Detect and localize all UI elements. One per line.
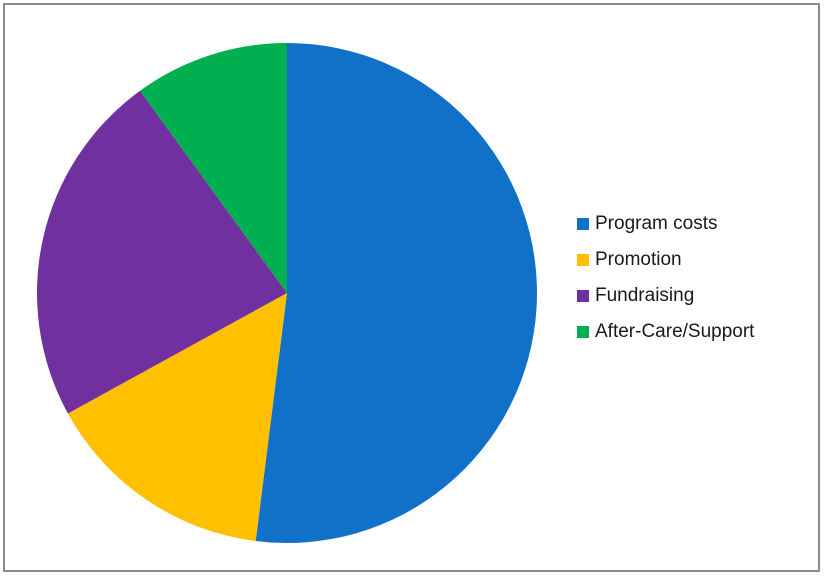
pie-slice-after-care-support	[140, 43, 287, 293]
legend-label-promotion: Promotion	[595, 249, 682, 270]
legend-label-after-care-support: After-Care/Support	[595, 321, 755, 342]
legend-label-fundraising: Fundraising	[595, 285, 695, 306]
pie-slice-program-costs	[255, 43, 537, 544]
legend-swatch-fundraising	[577, 290, 589, 302]
pie-slice-fundraising	[36, 90, 288, 414]
pie-slice-promotion	[67, 293, 287, 542]
legend-item-after-care-support: After-Care/Support	[577, 314, 817, 350]
legend-swatch-after-care-support	[577, 326, 589, 338]
legend-label-program-costs: Program costs	[595, 213, 718, 234]
pie-slices	[36, 43, 537, 544]
legend-swatch-program-costs	[577, 218, 589, 230]
legend-item-promotion: Promotion	[577, 242, 817, 278]
legend-swatch-promotion	[577, 254, 589, 266]
legend-item-fundraising: Fundraising	[577, 278, 817, 314]
legend-item-program-costs: Program costs	[577, 206, 817, 242]
chart-legend: Program costs Promotion Fundraising Afte…	[577, 206, 817, 350]
